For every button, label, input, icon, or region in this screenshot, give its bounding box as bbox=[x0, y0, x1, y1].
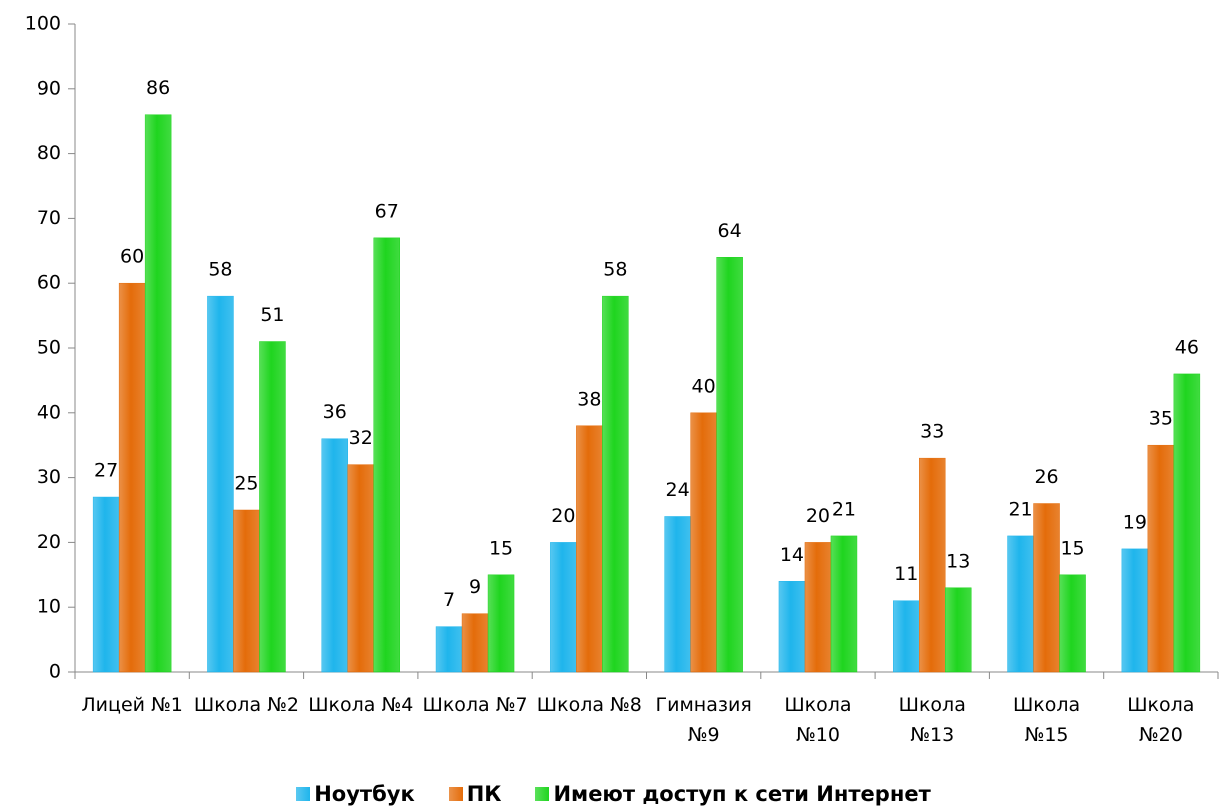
y-tick-label: 70 bbox=[37, 207, 61, 229]
legend-label: Имеют доступ к сети Интернет bbox=[553, 782, 931, 806]
bar bbox=[893, 600, 920, 673]
bar bbox=[487, 574, 515, 673]
data-label: 21 bbox=[1008, 498, 1032, 520]
x-tick-label: Школа №8 bbox=[536, 694, 642, 716]
bar bbox=[602, 295, 629, 673]
bar bbox=[1007, 535, 1034, 673]
data-label: 20 bbox=[806, 505, 830, 527]
x-tick-label: Гимназия №9 bbox=[655, 694, 752, 746]
x-tick-label: Школа №20 bbox=[1127, 694, 1195, 746]
x-tick-label: Школа №13 bbox=[898, 694, 966, 746]
data-label: 11 bbox=[894, 563, 918, 585]
legend-item: Ноутбук bbox=[296, 782, 415, 806]
data-label: 24 bbox=[666, 479, 690, 501]
bar bbox=[321, 438, 348, 673]
data-label: 58 bbox=[208, 259, 232, 281]
data-label: 20 bbox=[551, 505, 575, 527]
data-label: 25 bbox=[234, 473, 258, 495]
legend-swatch bbox=[296, 787, 311, 801]
data-label: 32 bbox=[349, 427, 373, 449]
bar bbox=[1147, 444, 1175, 673]
y-tick-label: 50 bbox=[37, 337, 61, 359]
x-tick-label: Школа №7 bbox=[422, 694, 528, 716]
y-tick-label: 20 bbox=[37, 531, 61, 553]
data-label: 19 bbox=[1123, 511, 1147, 533]
data-label: 58 bbox=[603, 259, 627, 281]
bar bbox=[576, 425, 603, 673]
data-label: 7 bbox=[443, 589, 455, 611]
data-label: 40 bbox=[692, 375, 716, 397]
x-tick-label: Школа №10 bbox=[784, 694, 852, 746]
data-label: 36 bbox=[323, 401, 347, 423]
data-label: 27 bbox=[94, 460, 118, 482]
bar bbox=[945, 587, 972, 673]
data-label: 26 bbox=[1034, 466, 1058, 488]
bar bbox=[1059, 574, 1086, 673]
legend-item: ПК bbox=[448, 782, 502, 806]
y-tick-label: 30 bbox=[37, 466, 61, 488]
legend-label: Ноутбук bbox=[314, 782, 415, 806]
data-label: 21 bbox=[832, 498, 856, 520]
y-tick-label: 40 bbox=[37, 401, 61, 423]
data-label: 51 bbox=[260, 304, 284, 326]
bar bbox=[118, 282, 146, 673]
bar bbox=[690, 412, 717, 673]
data-label: 64 bbox=[718, 220, 742, 242]
legend-swatch bbox=[535, 787, 550, 801]
y-tick-label: 80 bbox=[37, 142, 61, 164]
bar bbox=[435, 626, 463, 673]
y-tick-label: 0 bbox=[49, 661, 61, 683]
data-label: 15 bbox=[489, 537, 513, 559]
data-label: 15 bbox=[1060, 537, 1084, 559]
bar bbox=[1121, 548, 1149, 673]
y-tick-label: 100 bbox=[25, 13, 61, 35]
y-tick-label: 10 bbox=[37, 596, 61, 618]
bar bbox=[1173, 373, 1201, 673]
data-label: 13 bbox=[946, 550, 970, 572]
data-label: 33 bbox=[920, 421, 944, 443]
bar bbox=[144, 114, 172, 673]
x-tick-label: Лицей №1 bbox=[81, 694, 183, 716]
bar bbox=[550, 542, 577, 673]
bar bbox=[207, 295, 234, 673]
data-label: 67 bbox=[375, 200, 399, 222]
bar bbox=[716, 257, 743, 673]
bar bbox=[373, 237, 400, 673]
data-label: 35 bbox=[1149, 408, 1173, 430]
bar bbox=[830, 535, 858, 673]
bar bbox=[919, 457, 946, 673]
data-label: 86 bbox=[146, 77, 170, 99]
bar bbox=[664, 516, 691, 673]
y-tick-label: 90 bbox=[37, 77, 61, 99]
bar bbox=[778, 581, 806, 673]
bar bbox=[804, 542, 832, 673]
data-label: 60 bbox=[120, 246, 144, 268]
legend-item: Имеют доступ к сети Интернет bbox=[535, 782, 931, 806]
y-tick-label: 60 bbox=[37, 272, 61, 294]
bar bbox=[461, 613, 489, 673]
bar bbox=[92, 496, 120, 673]
legend-swatch bbox=[448, 787, 463, 801]
bar bbox=[259, 341, 286, 673]
x-tick-label: Школа №15 bbox=[1012, 694, 1081, 746]
data-label: 14 bbox=[780, 544, 804, 566]
x-tick-label: Школа №2 bbox=[193, 694, 299, 716]
legend: Ноутбук ПК Имеют доступ к сети Интернет bbox=[0, 782, 1227, 806]
bar bbox=[347, 464, 374, 673]
bar bbox=[233, 509, 260, 673]
bar bbox=[1033, 503, 1060, 673]
data-label: 46 bbox=[1175, 336, 1199, 358]
x-tick-label: Школа №4 bbox=[308, 694, 414, 716]
data-label: 9 bbox=[469, 576, 481, 598]
data-label: 38 bbox=[577, 388, 601, 410]
legend-label: ПК bbox=[466, 782, 502, 806]
